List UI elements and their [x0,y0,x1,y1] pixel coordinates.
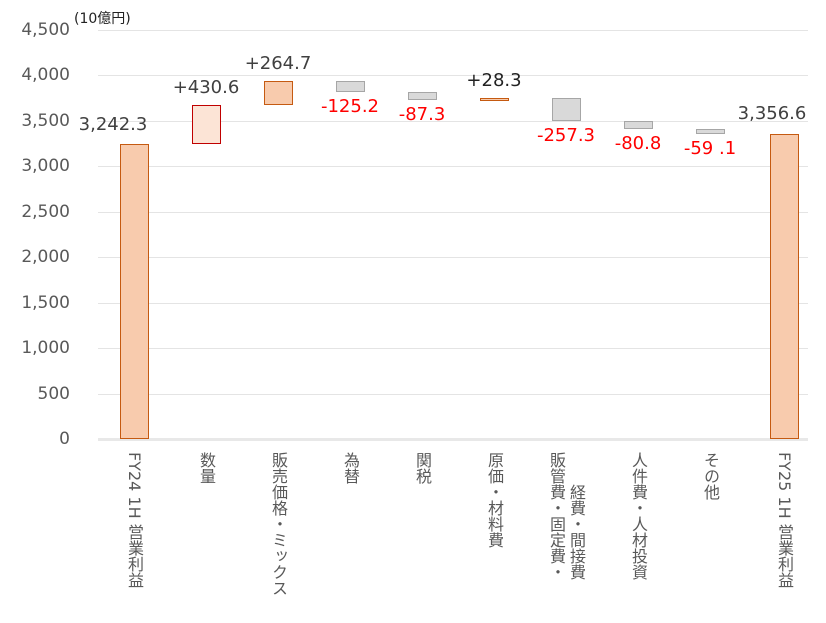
gridline [98,166,808,168]
gridline [98,302,808,304]
bar-3 [335,81,365,93]
x-tick-label: FY24 1H 営業利益 [125,452,144,588]
x-tick-label: 人件費・人材投資 [629,452,648,580]
value-label: +430.6 [172,77,240,99]
y-tick-label: 500 [37,383,70,404]
gridline [98,348,808,350]
x-tick-label: 原価・材料費 [485,452,504,548]
gridline [98,120,808,122]
value-label: -80.8 [614,132,662,154]
bar-5 [479,97,509,101]
y-tick-label: 1,000 [21,338,70,359]
y-tick-label: 3,500 [21,110,70,131]
value-label: -59 .1 [683,137,737,159]
y-tick-label: 2,000 [21,247,70,268]
gridline [98,257,808,259]
value-label: -87.3 [398,104,446,126]
bar-9 [769,133,799,439]
value-label: +264.7 [244,53,312,75]
y-tick-label: 3,000 [21,156,70,177]
value-label: 3,356.6 [737,103,807,124]
bar-0 [119,144,149,439]
y-tick-label: 4,000 [21,65,70,86]
bar-1 [191,105,221,145]
x-tick-label: 関税 [413,452,432,484]
gridline [98,211,808,213]
x-tick-label: 為替 [341,452,360,484]
bar-7 [623,121,653,129]
gridline [98,393,808,395]
bar-2 [263,81,293,106]
y-tick-label: 2,500 [21,201,70,222]
gridline [98,75,808,77]
bar-4 [407,92,437,101]
value-label: +28.3 [466,69,522,91]
x-tick-label: その他 [701,452,720,500]
value-label: -257.3 [536,125,596,147]
x-tick-label: FY25 1H 営業利益 [775,452,794,588]
x-tick-label: 販売価格・ミックス [269,452,288,596]
bar-8 [695,128,725,134]
x-tick-label: 数量 [197,452,216,484]
bar-6 [551,97,581,122]
y-tick-label: 1,500 [21,292,70,313]
unit-label: (10億円) [74,11,131,27]
value-label: -125.2 [320,96,380,118]
gridline [98,30,808,31]
y-tick-label: 0 [59,429,70,449]
x-tick-label: 販管費・固定費・ [547,452,566,580]
value-label: 3,242.3 [78,114,148,135]
x-tick-label: 経費・間接費 [567,484,586,580]
x-axis-line [98,438,808,441]
y-tick-label: 4,500 [21,20,70,40]
